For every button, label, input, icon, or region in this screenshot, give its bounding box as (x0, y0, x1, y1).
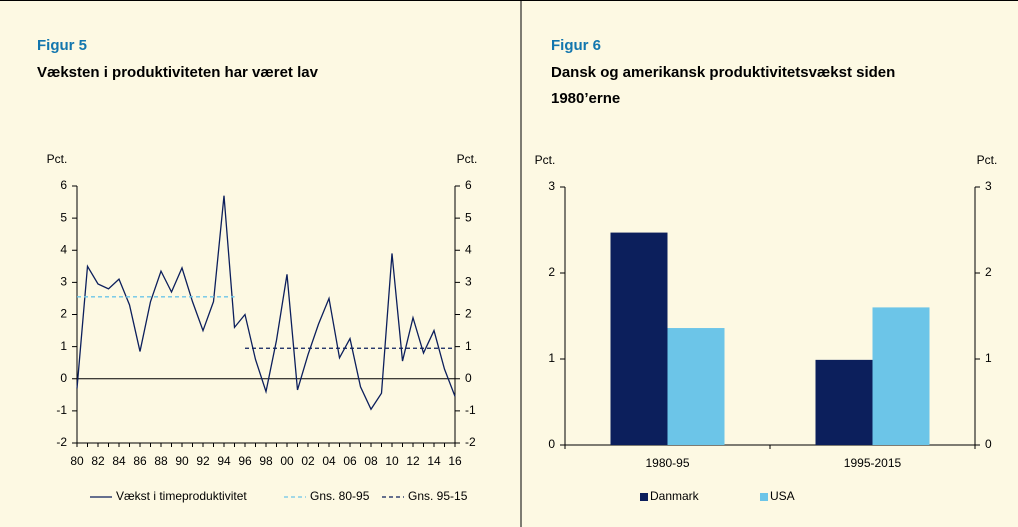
x-tick-label: 14 (427, 454, 441, 468)
y2-tick-label: 0 (985, 437, 992, 451)
y2-tick-label: 0 (465, 371, 472, 385)
x-tick-label: 1995-2015 (844, 456, 902, 470)
y-tick-label: 6 (60, 178, 67, 192)
y-tick-label: 2 (548, 265, 555, 279)
x-tick-label: 1980-95 (645, 456, 689, 470)
y2-tick-label: 3 (985, 179, 992, 193)
y-tick-label: 3 (548, 179, 555, 193)
y-tick-label: 5 (60, 210, 67, 224)
y2-tick-label: 3 (465, 275, 472, 289)
legend-label: Vækst i timeproduktivitet (116, 489, 247, 503)
legend-label: Gns. 95-15 (408, 489, 468, 503)
legend-swatch (640, 493, 648, 501)
chart-subtitle: Væksten i produktiviteten har været lav (37, 64, 318, 81)
y2-axis-unit: Pct. (457, 152, 478, 166)
x-tick-label: 10 (385, 454, 399, 468)
x-tick-label: 00 (280, 454, 294, 468)
x-tick-label: 92 (196, 454, 210, 468)
legend-label: Danmark (650, 489, 700, 503)
y-tick-label: 0 (60, 371, 67, 385)
y2-tick-label: 6 (465, 178, 472, 192)
chart-subtitle: Dansk og amerikansk produktivitetsvækst … (551, 64, 896, 107)
legend-label: USA (770, 489, 795, 503)
x-tick-label: 96 (238, 454, 252, 468)
x-tick-label: 04 (322, 454, 336, 468)
x-tick-label: 86 (133, 454, 147, 468)
x-tick-label: 12 (406, 454, 420, 468)
line-series (76, 195, 456, 411)
y-axis-unit: Pct. (535, 153, 556, 167)
y-tick-label: 3 (60, 275, 67, 289)
legend-swatch (760, 493, 768, 501)
y2-tick-label: 1 (985, 351, 992, 365)
y2-tick-label: 1 (465, 339, 472, 353)
x-tick-label: 08 (364, 454, 378, 468)
figure-number: Figur 6 (551, 37, 602, 54)
y2-tick-label: 4 (465, 242, 472, 256)
bar (610, 232, 668, 445)
y2-tick-label: 2 (465, 307, 472, 321)
x-tick-label: 90 (175, 454, 189, 468)
legend-label: Gns. 80-95 (310, 489, 370, 503)
x-tick-label: 02 (301, 454, 315, 468)
bar (815, 359, 873, 445)
y-tick-label: 4 (60, 242, 67, 256)
x-tick-label: 84 (112, 454, 126, 468)
x-tick-label: 94 (217, 454, 231, 468)
y-tick-label: 2 (60, 307, 67, 321)
y-tick-label: 1 (548, 351, 555, 365)
y2-tick-label: 2 (985, 265, 992, 279)
x-tick-label: 88 (154, 454, 168, 468)
x-tick-label: 06 (343, 454, 357, 468)
y2-axis-unit: Pct. (977, 153, 998, 167)
bar (872, 307, 930, 445)
y2-tick-label: -1 (465, 403, 476, 417)
figure-number: Figur 5 (37, 37, 88, 54)
y2-tick-label: 5 (465, 210, 472, 224)
y-tick-label: -1 (56, 403, 67, 417)
bar (667, 328, 725, 445)
y-tick-label: 1 (60, 339, 67, 353)
x-tick-label: 82 (91, 454, 105, 468)
y-tick-label: 0 (548, 437, 555, 451)
x-tick-label: 80 (70, 454, 84, 468)
x-tick-label: 16 (448, 454, 462, 468)
x-tick-label: 98 (259, 454, 273, 468)
y2-tick-label: -2 (465, 435, 476, 449)
y-tick-label: -2 (56, 435, 67, 449)
y-axis-unit: Pct. (47, 152, 68, 166)
